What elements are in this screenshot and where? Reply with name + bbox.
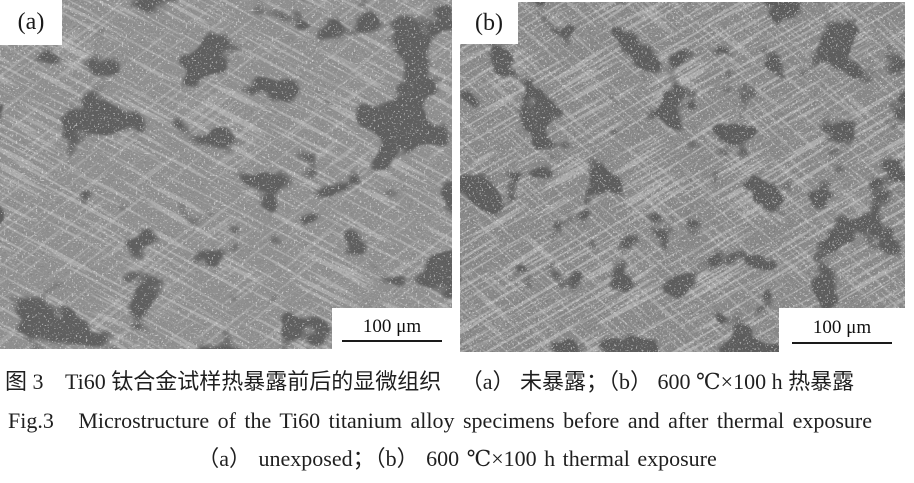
micrograph-b-image [460,2,905,352]
micrograph-a-image [0,0,452,349]
panel-b-label: (b) [460,2,518,44]
panel-a-label-text: (a) [17,9,45,35]
caption-en-sub: （a） unexposed；（b） 600 ℃×100 h thermal ex… [0,444,914,474]
panel-a-scale-text: 100 μm [362,315,422,337]
panel-b-scale-text: 100 μm [812,317,872,339]
panel-b-scale-bar: 100 μm [779,308,905,352]
caption-en-tag: Fig.3 [8,408,54,433]
caption-en: Fig.3 Microstructure of the Ti60 titaniu… [8,406,914,436]
figure-caption: 图 3 Ti60 钛合金试样热暴露前后的显微组织 （a） 未暴露；（b） 600… [0,367,914,474]
micrograph-panel-b: (b) 100 μm [460,2,905,352]
caption-zh-title: Ti60 钛合金试样热暴露前后的显微组织 [65,369,442,394]
caption-en-sub-text: （a） unexposed；（b） 600 ℃×100 h thermal ex… [197,446,717,471]
panel-b-scale-line [792,341,892,344]
panel-a-label: (a) [0,0,62,45]
caption-zh-tag: 图 3 [5,369,44,394]
panel-b-label-text: (b) [475,9,503,36]
caption-zh: 图 3 Ti60 钛合金试样热暴露前后的显微组织 （a） 未暴露；（b） 600… [5,367,914,397]
micrograph-panel-a: (a) 100 μm [0,0,452,349]
caption-en-title: Microstructure of the Ti60 titanium allo… [78,408,872,433]
panel-a-scale-bar: 100 μm [332,308,452,349]
panel-a-scale-line [342,340,442,343]
micrograph-b-texture [460,2,905,352]
micrograph-a-texture [0,0,452,349]
caption-zh-sub: （a） 未暴露；（b） 600 ℃×100 h 热暴露 [460,369,855,394]
